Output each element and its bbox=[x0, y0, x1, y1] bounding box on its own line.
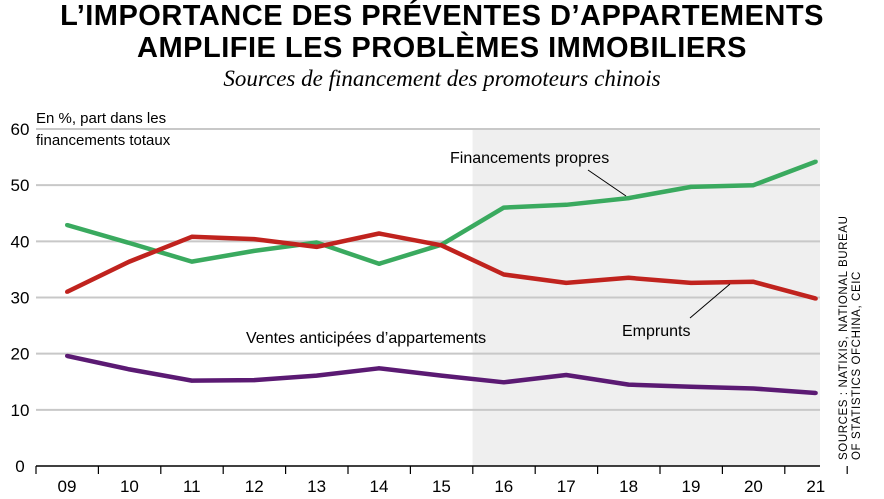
data-point-s0-17 bbox=[564, 202, 569, 207]
x-tick-label-16: 16 bbox=[494, 477, 513, 496]
data-point-s1-20 bbox=[751, 279, 756, 284]
data-point-s2-13 bbox=[314, 373, 319, 378]
sources-line-2: OF STATISTICS OFCHINA, CEIC bbox=[851, 271, 863, 460]
data-point-s1-18 bbox=[626, 275, 631, 280]
data-point-s2-20 bbox=[751, 386, 756, 391]
data-point-s2-19 bbox=[689, 384, 693, 389]
chart-title-line-2: AMPLIFIE LES PROBLÈMES IMMOBILIERS bbox=[137, 32, 747, 64]
x-tick-label-17: 17 bbox=[557, 477, 576, 496]
sources-line-1: SOURCES : NATIXIS, NATIONAL BUREAU bbox=[838, 215, 850, 460]
x-tick-label-15: 15 bbox=[432, 477, 451, 496]
x-tick-label-09: 09 bbox=[58, 477, 77, 496]
data-point-s0-12 bbox=[252, 248, 257, 253]
data-point-s2-14 bbox=[377, 366, 381, 371]
chart-subtitle: Sources de financement des promoteurs ch… bbox=[223, 66, 661, 91]
data-point-s0-21 bbox=[813, 159, 818, 164]
leader-line-financements-propres bbox=[587, 169, 627, 197]
data-point-s1-09 bbox=[65, 289, 69, 294]
series-label-ventes-anticipees: Ventes anticipées d’appartements bbox=[246, 330, 486, 347]
x-tick-label-21: 21 bbox=[806, 477, 825, 496]
data-point-s1-11 bbox=[189, 234, 194, 239]
x-tick-label-20: 20 bbox=[744, 477, 763, 496]
data-point-s1-12 bbox=[252, 237, 257, 242]
unit-label-line-1: En %, part dans les bbox=[36, 110, 167, 127]
data-point-s2-21 bbox=[813, 390, 818, 395]
data-point-s2-15 bbox=[439, 373, 444, 378]
data-point-s0-10 bbox=[127, 241, 132, 246]
data-point-s2-12 bbox=[252, 378, 257, 383]
data-point-s0-11 bbox=[189, 259, 194, 264]
data-point-s1-21 bbox=[813, 296, 818, 301]
x-tick-label-19: 19 bbox=[682, 477, 701, 496]
y-tick-label-60: 60 bbox=[11, 120, 30, 139]
y-tick-label-40: 40 bbox=[11, 232, 30, 251]
x-tick-label-18: 18 bbox=[619, 477, 638, 496]
data-point-s2-09 bbox=[65, 353, 69, 358]
y-tick-label-0: 0 bbox=[15, 457, 24, 476]
data-point-s2-10 bbox=[127, 367, 132, 372]
sources-note: SOURCES : NATIXIS, NATIONAL BUREAU OF ST… bbox=[838, 180, 864, 460]
data-point-s2-18 bbox=[626, 382, 631, 387]
y-tick-label-20: 20 bbox=[11, 345, 30, 364]
x-tick-label-14: 14 bbox=[370, 477, 389, 496]
data-point-s1-17 bbox=[564, 280, 569, 285]
data-point-s2-11 bbox=[189, 378, 194, 383]
data-point-s0-18 bbox=[626, 196, 631, 201]
data-point-s2-16 bbox=[501, 380, 506, 385]
data-point-s1-10 bbox=[127, 259, 132, 264]
data-point-s0-20 bbox=[751, 183, 756, 188]
data-point-s1-15 bbox=[439, 243, 444, 248]
data-point-s1-13 bbox=[314, 244, 319, 249]
x-tick-label-10: 10 bbox=[120, 477, 139, 496]
y-tick-label-30: 30 bbox=[11, 289, 30, 308]
data-point-s0-16 bbox=[501, 205, 506, 210]
y-tick-label-50: 50 bbox=[11, 176, 30, 195]
series-label-emprunts: Emprunts bbox=[622, 323, 690, 340]
data-point-s1-14 bbox=[377, 231, 381, 236]
x-tick-label-13: 13 bbox=[307, 477, 326, 496]
data-point-s2-17 bbox=[564, 373, 569, 378]
data-point-s0-14 bbox=[377, 261, 381, 266]
data-point-s0-09 bbox=[65, 223, 69, 228]
series-label-financements-propres: Financements propres bbox=[450, 150, 609, 167]
y-tick-label-10: 10 bbox=[11, 401, 30, 420]
leader-line-emprunts bbox=[689, 283, 731, 319]
data-point-s0-13 bbox=[314, 240, 319, 245]
unit-label: En %, part dans les financements totaux bbox=[36, 108, 216, 152]
data-point-s1-19 bbox=[689, 280, 693, 285]
chart-title-line-1: L’IMPORTANCE DES PRÉVENTES D’APPARTEMENT… bbox=[60, 0, 824, 32]
data-point-s1-16 bbox=[501, 272, 506, 277]
x-tick-label-12: 12 bbox=[245, 477, 264, 496]
x-tick-label-11: 11 bbox=[183, 477, 201, 496]
data-point-s0-19 bbox=[689, 184, 693, 189]
unit-label-line-2: financements totaux bbox=[36, 132, 171, 149]
